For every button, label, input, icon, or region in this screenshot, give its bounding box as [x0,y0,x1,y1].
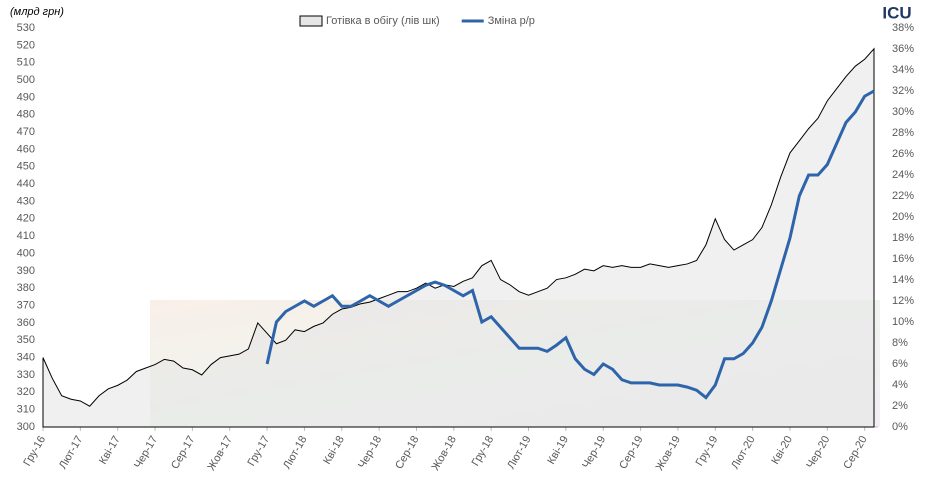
unit-label: (млрд грн) [10,6,64,18]
y-tick-label: 520 [17,39,35,51]
x-tick-label: Кві-20 [769,434,795,466]
x-tick-label: Кві-19 [545,434,571,466]
x-tick-label: Лют-17 [57,434,85,471]
legend-label: Готівка в обігу (лів шк) [326,15,440,27]
x-tick-label: Лют-20 [729,434,757,471]
y-tick-label: 360 [17,317,35,329]
y-tick-label: 380 [17,282,35,294]
x-tick-label: Чер-17 [132,434,160,471]
x-tick-label: Жов-18 [430,434,459,473]
y2-tick-label: 38% [892,22,914,34]
legend-label: Зміна р/р [488,15,535,27]
y2-tick-label: 22% [892,190,914,202]
legend-swatch [299,15,323,27]
y2-tick-label: 4% [892,379,908,391]
y2-tick-label: 2% [892,400,908,412]
y2-tick-label: 30% [892,106,914,118]
y-tick-label: 530 [17,22,35,34]
x-tick-label: Сер-19 [617,434,645,471]
x-tick-label: Гру-17 [245,434,272,468]
y-tick-label: 450 [17,161,35,173]
y2-tick-label: 10% [892,316,914,328]
y-tick-label: 330 [17,369,35,381]
y-tick-label: 340 [17,352,35,364]
y-tick-label: 490 [17,91,35,103]
y2-tick-label: 0% [892,421,908,433]
x-tick-label: Чер-19 [580,434,608,471]
x-tick-label: Сер-20 [841,434,869,471]
y-tick-label: 480 [17,109,35,121]
x-tick-label: Жов-19 [654,434,683,473]
x-tick-label: Сер-17 [169,434,197,471]
y2-tick-label: 14% [892,274,914,286]
y-tick-label: 390 [17,265,35,277]
y2-tick-label: 12% [892,295,914,307]
y-tick-label: 400 [17,247,35,259]
y2-tick-label: 20% [892,211,914,223]
y-tick-label: 500 [17,74,35,86]
y2-tick-label: 6% [892,358,908,370]
y-tick-label: 350 [17,334,35,346]
y-tick-label: 460 [17,143,35,155]
area [42,47,875,428]
x-tick-label: Сер-18 [393,434,421,471]
x-tick-label: Чер-18 [356,434,384,471]
y2-tick-label: 8% [892,337,908,349]
x-tick-label: Гру-18 [470,434,497,468]
y-tick-label: 420 [17,213,35,225]
y-tick-label: 510 [17,57,35,69]
y-tick-label: 410 [17,230,35,242]
x-tick-label: Чер-20 [804,434,832,471]
x-tick-label: Лют-18 [281,434,309,471]
line [265,89,875,400]
y2-tick-label: 36% [892,43,914,55]
y2-tick-label: 16% [892,253,914,265]
x-tick-label: Гру-16 [21,434,48,468]
logo: ICU [882,3,911,22]
x-tick-label: Лют-19 [505,434,533,471]
y-tick-label: 370 [17,299,35,311]
y2-tick-label: 18% [892,232,914,244]
y-tick-label: 430 [17,195,35,207]
y2-tick-label: 34% [892,64,914,76]
y-tick-label: 440 [17,178,35,190]
x-tick-label: Кві-17 [97,434,123,466]
y2-tick-label: 32% [892,85,914,97]
y-tick-label: 300 [17,421,35,433]
y2-tick-label: 28% [892,127,914,139]
x-tick-label: Жов-17 [206,434,235,473]
y-tick-label: 310 [17,404,35,416]
x-tick-label: Гру-19 [694,434,721,468]
x-tick-label: Кві-18 [321,434,347,466]
y-tick-label: 470 [17,126,35,138]
y2-tick-label: 24% [892,169,914,181]
y-tick-label: 320 [17,386,35,398]
y2-tick-label: 26% [892,148,914,160]
